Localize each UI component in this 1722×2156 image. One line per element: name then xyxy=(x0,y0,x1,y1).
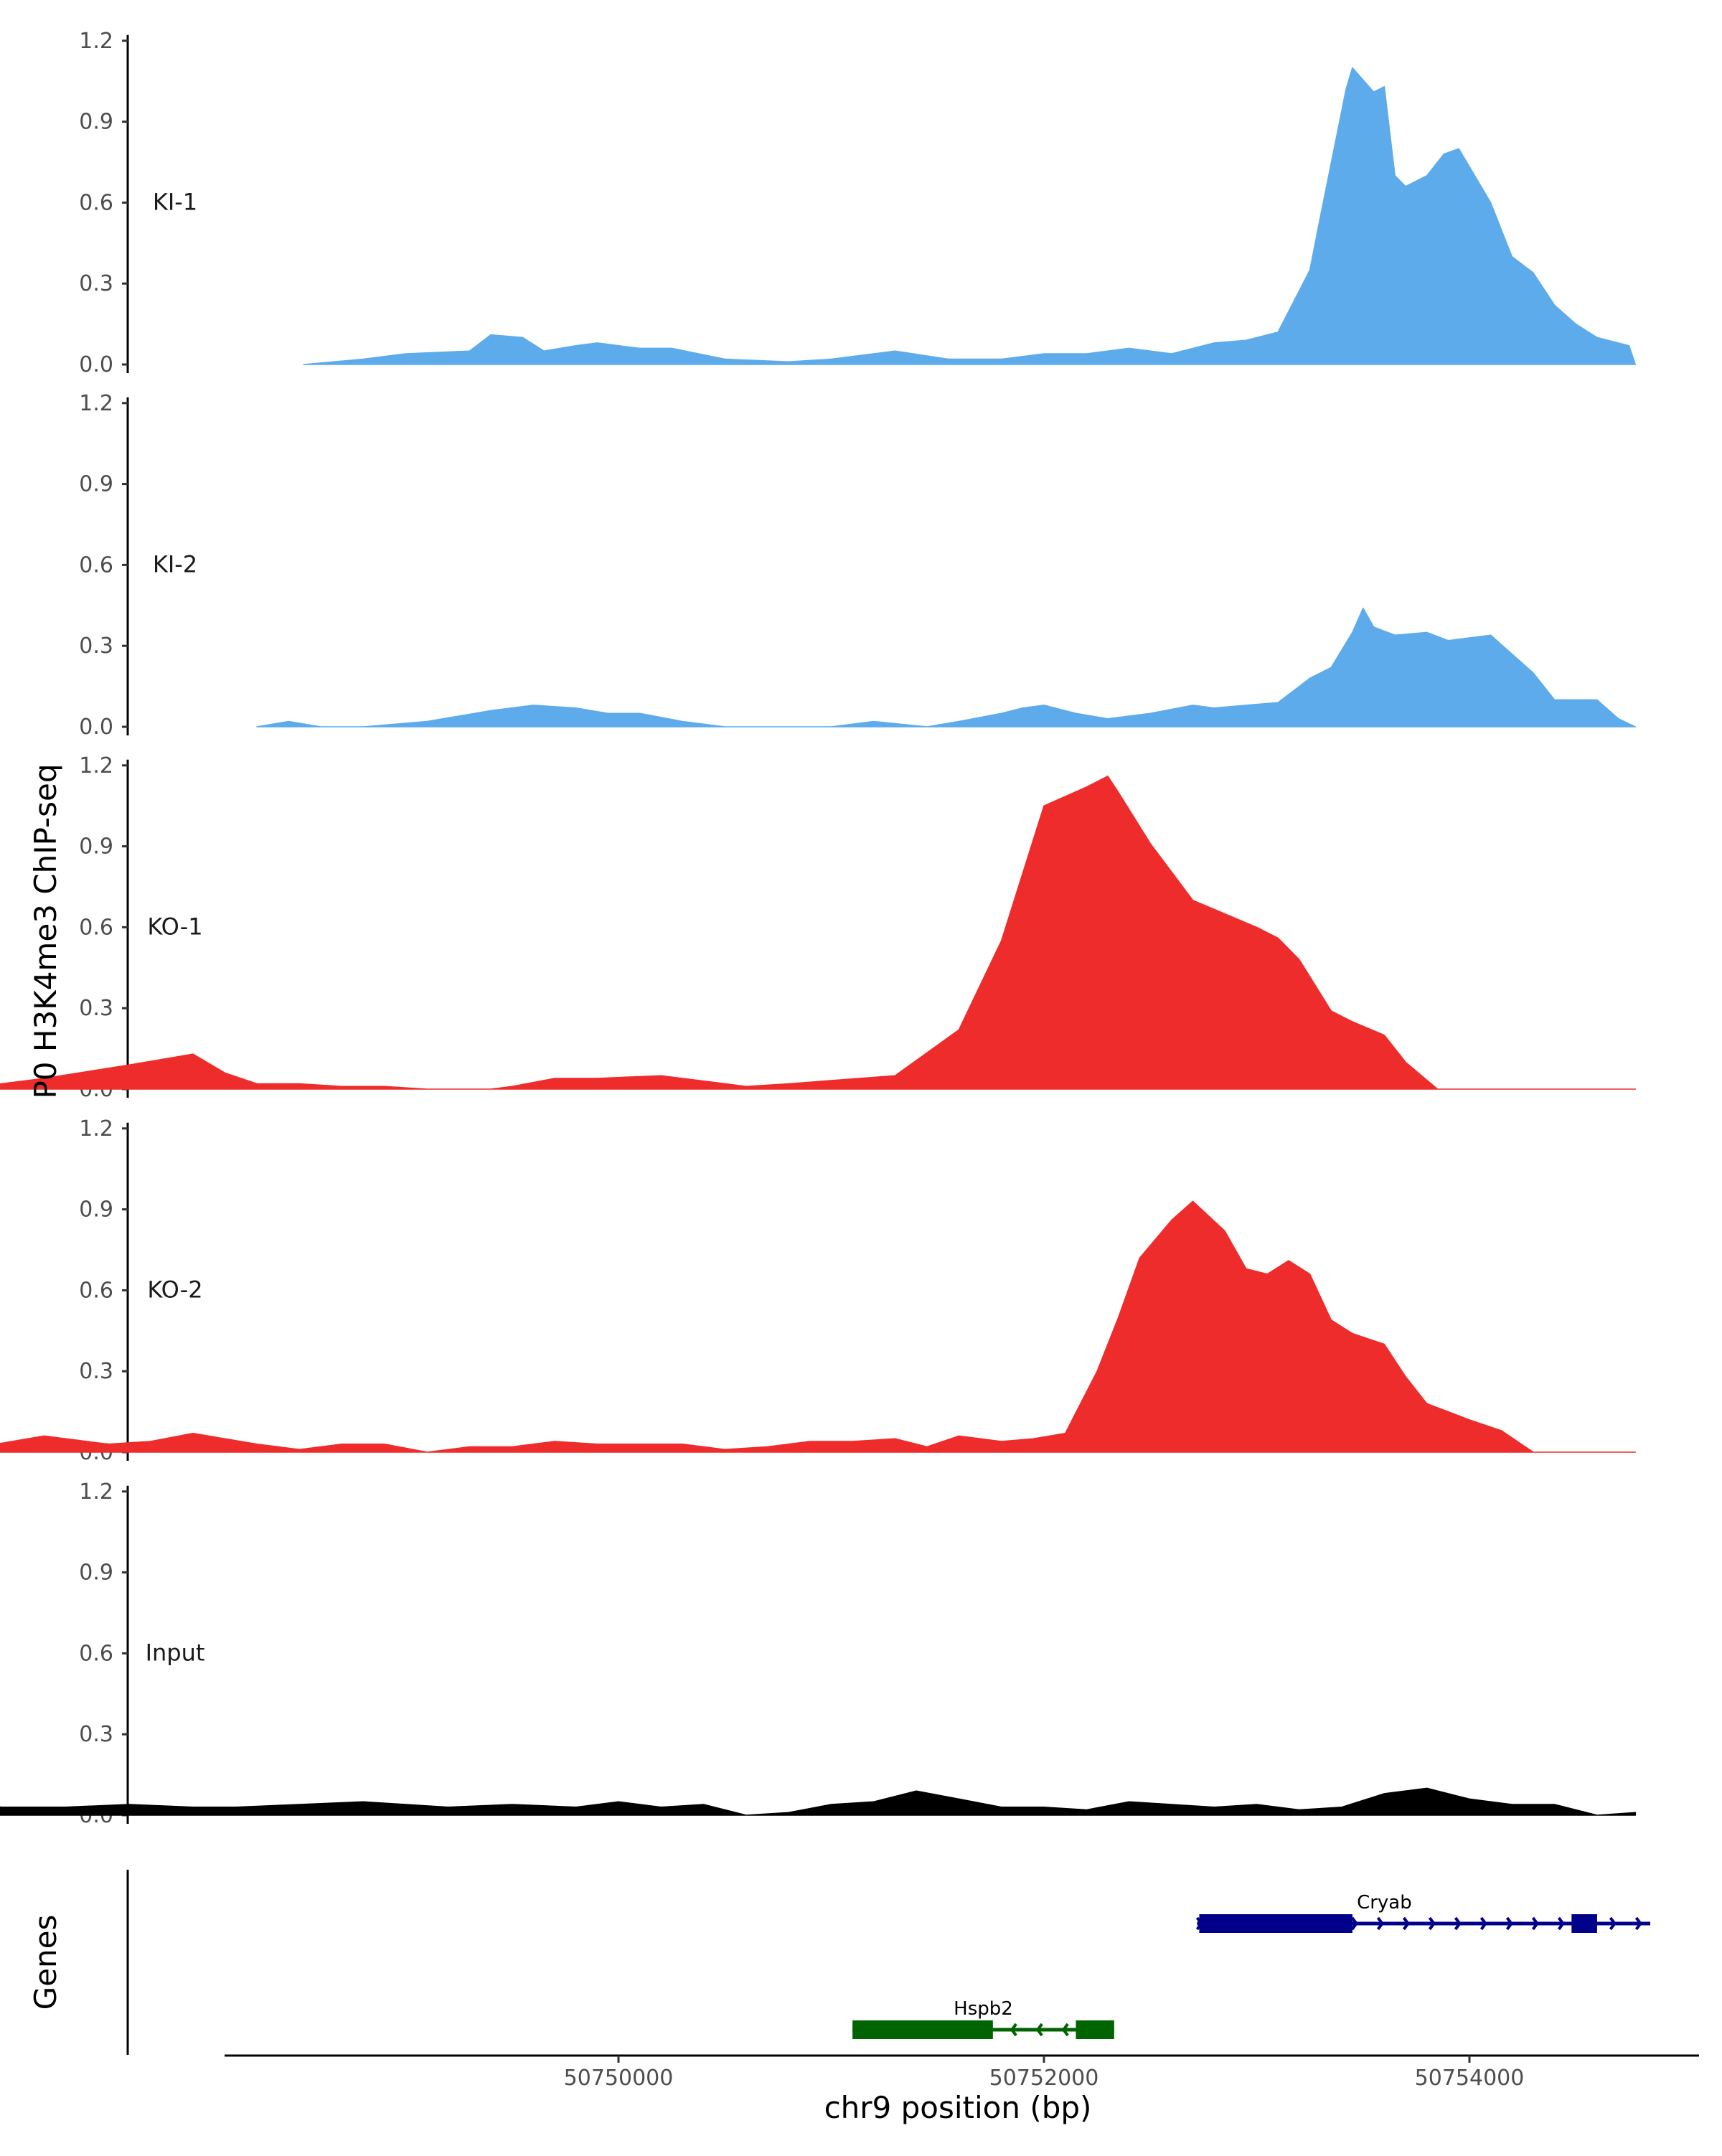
y-tick-label: 1.2 xyxy=(79,391,113,416)
track-ko-1: 0.00.30.60.91.2KO-1 xyxy=(0,753,1637,1102)
strand-arrow xyxy=(1061,2023,1069,2037)
signal-tracks: 0.00.30.60.91.2KI-10.00.30.60.91.2KI-20.… xyxy=(0,29,1637,1828)
y-tick-label: 0.9 xyxy=(79,1197,113,1223)
track-label: KO-2 xyxy=(147,1276,202,1303)
y-tick-label: 0.9 xyxy=(79,110,113,135)
track-label: KI-2 xyxy=(153,550,197,578)
signal-area xyxy=(256,607,1637,728)
track-ko-2: 0.00.30.60.91.2KO-2 xyxy=(0,1116,1637,1465)
gene-exon xyxy=(1076,2020,1114,2039)
y-tick-label: 0.6 xyxy=(79,1641,113,1666)
y-tick-label: 0.0 xyxy=(79,715,113,740)
gene-exon xyxy=(1571,1914,1597,1933)
x-tick-label: 50754000 xyxy=(1415,2066,1525,2091)
y-tick-label: 1.2 xyxy=(79,753,113,778)
track-label: Input xyxy=(146,1639,205,1666)
y-tick-label: 0.3 xyxy=(79,271,113,296)
strand-arrow xyxy=(1609,1916,1617,1931)
strand-arrow xyxy=(1479,1916,1487,1931)
y-tick-label: 0.3 xyxy=(79,1722,113,1747)
track-ki-1: 0.0 0.3 0.6 0.9 1.2 KI-1 xyxy=(79,29,1637,377)
gene-cryab: Cryab xyxy=(1195,1892,1651,1933)
signal-area xyxy=(0,1200,1637,1453)
y-tick-label: 0.0 xyxy=(79,352,113,377)
x-axis-title: chr9 position (bp) xyxy=(824,2090,1092,2125)
track-ki-2: 0.0 0.3 0.6 0.9 1.2 KI-2 xyxy=(79,391,1637,740)
strand-arrow xyxy=(1454,1916,1462,1931)
signal-area xyxy=(0,776,1637,1090)
x-tick-label: 50752000 xyxy=(989,2066,1099,2091)
x-tick-label: 50750000 xyxy=(564,2066,674,2091)
strand-arrow xyxy=(1505,1916,1513,1931)
y-tick-label: 0.6 xyxy=(79,1278,113,1303)
strand-arrow xyxy=(1531,1916,1539,1931)
y-tick-label: 0.9 xyxy=(79,472,113,497)
strand-arrow xyxy=(1402,1916,1410,1931)
y-tick-label: 1.2 xyxy=(79,1116,113,1141)
track-label: KI-1 xyxy=(153,188,197,215)
y-tick-label: 0.6 xyxy=(79,552,113,578)
genes-track-label: Genes xyxy=(28,1915,63,2010)
y-tick-label: 0.3 xyxy=(79,996,113,1021)
signal-area xyxy=(0,1787,1637,1816)
strand-arrow xyxy=(1557,1916,1565,1931)
track-label: KO-1 xyxy=(147,913,202,940)
x-axis: 50750000 50752000 50754000 xyxy=(225,2054,1699,2091)
strand-arrow xyxy=(1350,1916,1358,1931)
y-tick-label: 1.2 xyxy=(79,1479,113,1505)
y-tick-label: 0.3 xyxy=(79,1359,113,1384)
y-tick-label: 0.3 xyxy=(79,634,113,659)
y-tick-label: 0.9 xyxy=(79,1560,113,1586)
strand-arrow xyxy=(1376,1916,1384,1931)
y-tick-label: 0.9 xyxy=(79,834,113,860)
gene-name-label: Hspb2 xyxy=(954,1998,1013,2020)
y-tick-label: 1.2 xyxy=(79,29,113,54)
strand-arrow xyxy=(1010,2023,1017,2037)
strand-arrow xyxy=(1634,1916,1642,1931)
y-tick-label: 0.6 xyxy=(79,190,113,215)
genes-track: Genes Hspb2 Cryab xyxy=(28,1870,1651,2055)
gene-hspb2: Hspb2 xyxy=(852,1998,1114,2039)
strand-arrow xyxy=(1428,1916,1436,1931)
gene-exon xyxy=(1199,1914,1352,1933)
gene-exon xyxy=(852,2020,993,2039)
signal-area xyxy=(303,67,1637,365)
y-axis-title: P0 H3K4me3 ChIP-seq xyxy=(28,763,63,1098)
strand-arrow xyxy=(1035,2023,1043,2037)
gene-name-label: Cryab xyxy=(1357,1892,1412,1913)
y-tick-label: 0.6 xyxy=(79,915,113,940)
